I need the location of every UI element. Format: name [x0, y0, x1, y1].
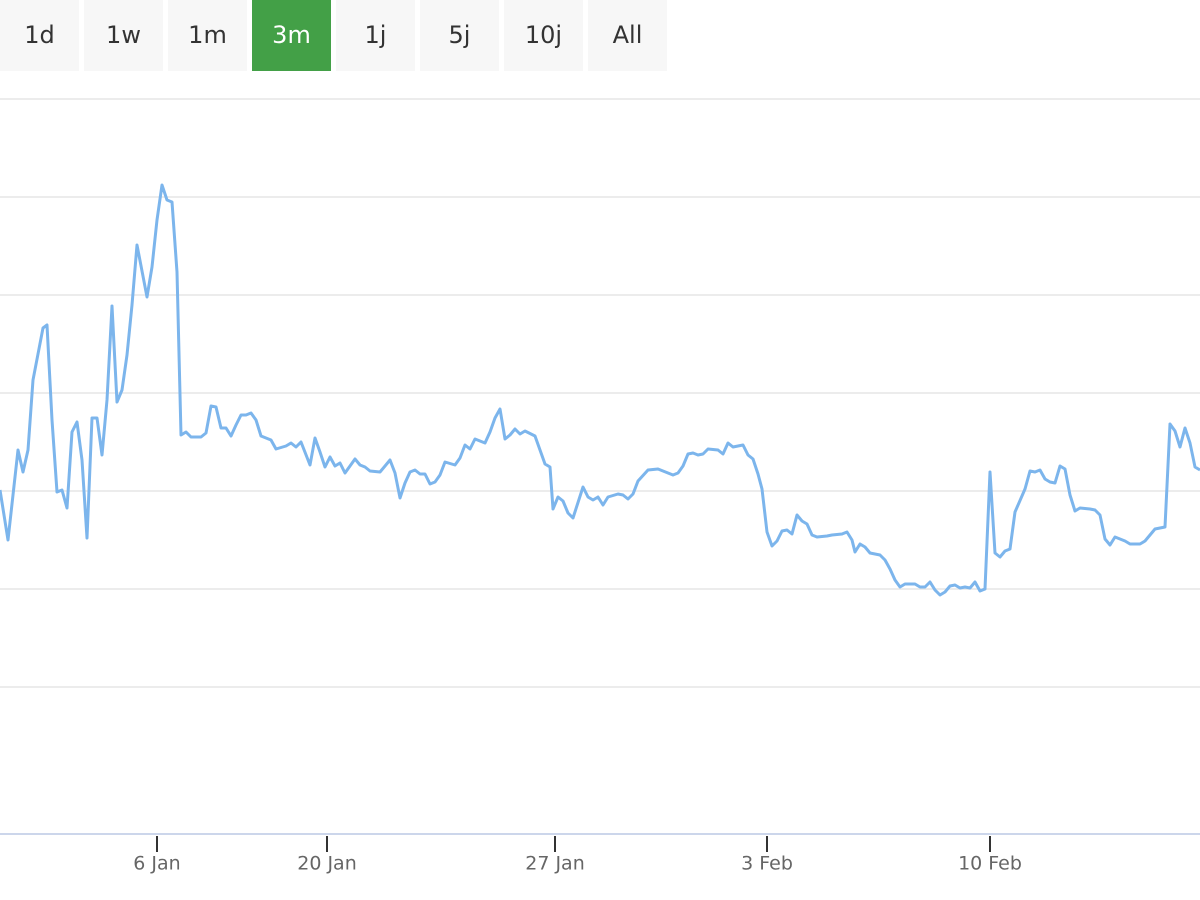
range-button[interactable]: 1m — [168, 0, 247, 71]
range-button[interactable]: 1j — [336, 0, 415, 71]
x-tick-label: 6 Jan — [133, 853, 180, 875]
range-button[interactable]: 1d — [0, 0, 79, 71]
range-button[interactable]: 5j — [420, 0, 499, 71]
line-series — [0, 183, 1200, 597]
x-tick-label: 27 Jan — [525, 853, 585, 875]
x-tick-label: 3 Feb — [741, 853, 793, 875]
x-tick-label: 20 Jan — [297, 853, 357, 875]
range-button[interactable]: 3m — [252, 0, 331, 71]
range-button[interactable]: 1w — [84, 0, 163, 71]
x-tick-label: 10 Feb — [958, 853, 1022, 875]
range-button[interactable]: All — [588, 0, 667, 71]
range-button[interactable]: 10j — [504, 0, 583, 71]
